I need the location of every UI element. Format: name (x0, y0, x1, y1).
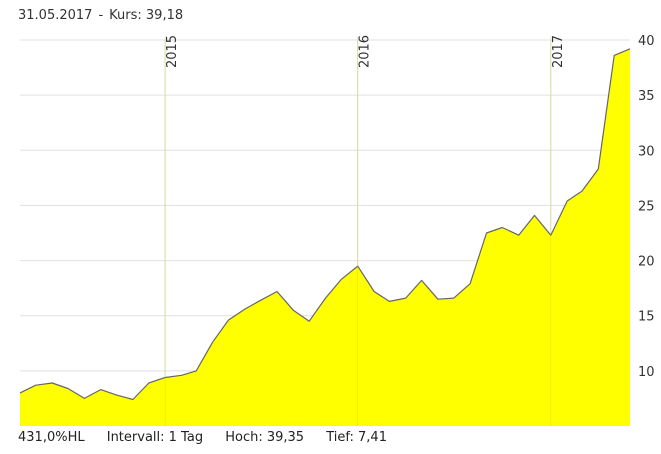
interval-value: 1 Tag (168, 430, 204, 445)
y-tick-label: 40 (638, 34, 655, 49)
quote-header: 31.05.2017- Kurs: 39,18 (18, 8, 183, 23)
x-tick-label: 2015 (165, 35, 180, 68)
low-value: 7,41 (358, 430, 387, 445)
y-tick-label: 20 (638, 255, 655, 270)
y-tick-label: 10 (638, 365, 655, 380)
x-tick-label: 2016 (358, 35, 373, 68)
low-label: Tief: (326, 430, 354, 445)
price-line (19, 48, 631, 401)
interval-label: Intervall: (106, 430, 165, 445)
x-tick-label: 2017 (551, 35, 566, 68)
high-label: Hoch: (225, 430, 263, 445)
chart-footer: 431,0%HL Intervall: 1 Tag Hoch: 39,35 Ti… (18, 430, 405, 445)
y-tick-label: 15 (638, 310, 655, 325)
high-value: 39,35 (266, 430, 305, 445)
performance-value: 431,0%HL (18, 430, 85, 445)
y-tick-label: 30 (638, 144, 655, 159)
price-area (20, 48, 630, 427)
price-value: 39,18 (145, 8, 184, 23)
quote-date: 31.05.2017 (18, 8, 93, 23)
y-tick-label: 35 (638, 89, 655, 104)
y-tick-label: 25 (638, 199, 655, 214)
header-separator: - (98, 8, 104, 23)
price-label: Kurs: (109, 8, 142, 23)
